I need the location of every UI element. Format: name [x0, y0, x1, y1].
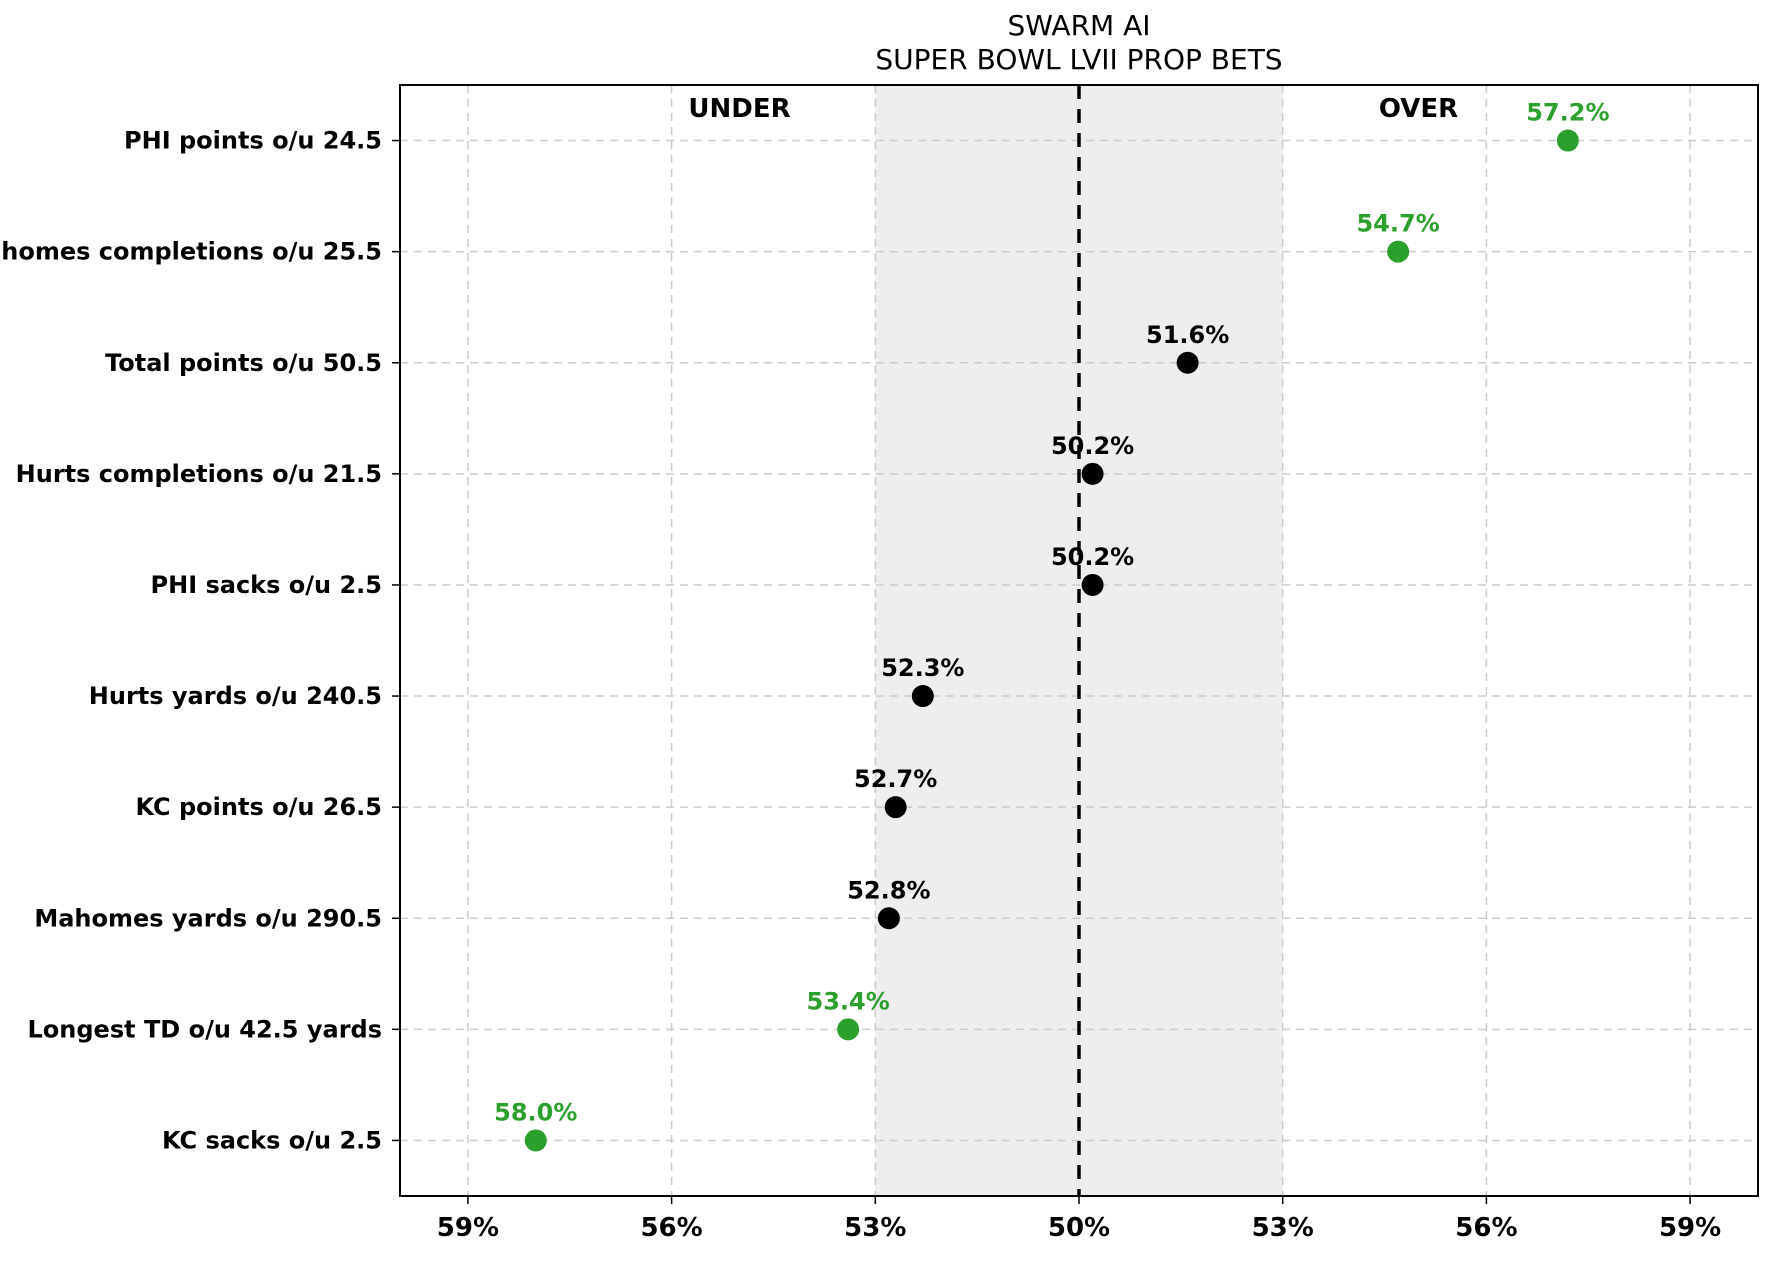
- data-point-label: 52.3%: [881, 654, 964, 682]
- xtick-label: 56%: [640, 1213, 702, 1243]
- data-point: [1387, 241, 1409, 263]
- xtick-label: 53%: [844, 1213, 906, 1243]
- data-point: [1082, 463, 1104, 485]
- ytick-label: Longest TD o/u 42.5 yards: [28, 1015, 383, 1043]
- data-point-label: 57.2%: [1526, 99, 1609, 127]
- ytick-label: Mahomes yards o/u 290.5: [34, 904, 382, 932]
- data-point: [837, 1018, 859, 1040]
- data-point-label: 53.4%: [807, 987, 890, 1015]
- data-point-label: 50.2%: [1051, 432, 1134, 460]
- data-point-label: 51.6%: [1146, 321, 1229, 349]
- xtick-label: 56%: [1455, 1213, 1517, 1243]
- ytick-label: KC sacks o/u 2.5: [162, 1126, 382, 1154]
- ytick-label: Mahomes completions o/u 25.5: [0, 238, 382, 266]
- ytick-label: Hurts yards o/u 240.5: [89, 682, 382, 710]
- chart-svg: SWARM AISUPER BOWL LVII PROP BETS UNDER OV…: [0, 0, 1778, 1264]
- xtick-label: 53%: [1252, 1213, 1314, 1243]
- ytick-label: Total points o/u 50.5: [105, 349, 382, 377]
- data-point-label: 52.8%: [847, 876, 930, 904]
- xtick-label: 59%: [437, 1213, 499, 1243]
- data-point: [1177, 352, 1199, 374]
- data-point-label: 54.7%: [1356, 210, 1439, 238]
- data-point: [885, 796, 907, 818]
- data-point: [912, 685, 934, 707]
- region-label-under: UNDER: [688, 94, 790, 124]
- chart-title-line2: SUPER BOWL LVII PROP BETS: [875, 43, 1282, 76]
- xtick-label: 50%: [1048, 1213, 1110, 1243]
- data-point: [878, 907, 900, 929]
- xtick-label: 59%: [1659, 1213, 1721, 1243]
- ytick-label: Hurts completions o/u 21.5: [16, 460, 382, 488]
- ytick-label: PHI sacks o/u 2.5: [151, 571, 382, 599]
- data-point-label: 52.7%: [854, 765, 937, 793]
- ytick-label: KC points o/u 26.5: [136, 793, 383, 821]
- data-point-label: 58.0%: [494, 1098, 577, 1126]
- data-point: [1557, 130, 1579, 152]
- chart-title-line1: SWARM AI: [1007, 9, 1150, 42]
- ytick-label: PHI points o/u 24.5: [124, 127, 382, 155]
- region-label-over: OVER: [1379, 94, 1458, 124]
- data-point: [525, 1129, 547, 1151]
- data-point-label: 50.2%: [1051, 543, 1134, 571]
- chart-container: SWARM AISUPER BOWL LVII PROP BETS UNDER OV…: [0, 0, 1778, 1264]
- data-point: [1082, 574, 1104, 596]
